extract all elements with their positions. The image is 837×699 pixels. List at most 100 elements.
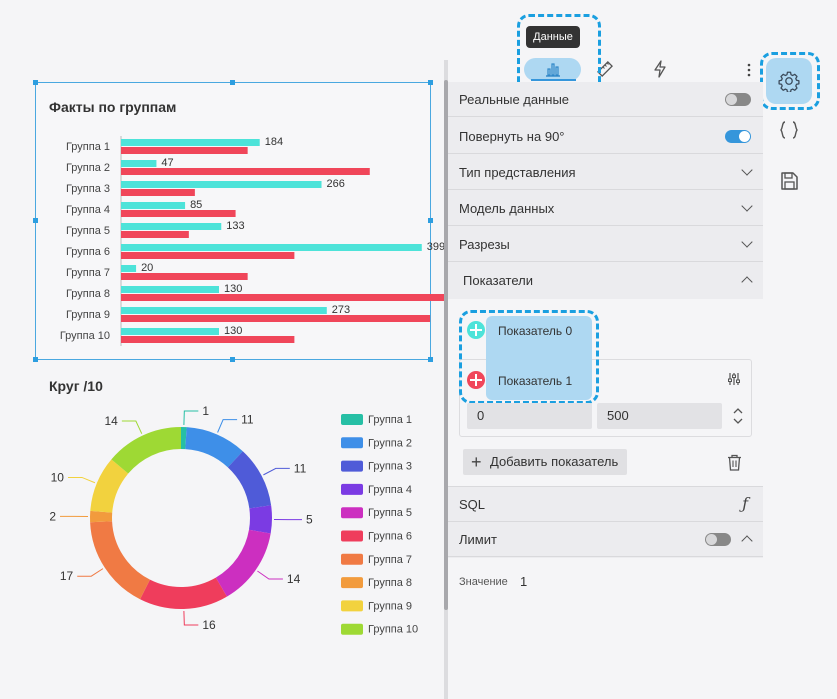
- real-data-toggle[interactable]: [725, 93, 751, 106]
- sql-row[interactable]: SQL ƒ: [448, 486, 763, 522]
- legend-swatch: [341, 530, 363, 542]
- bar-series-0: [121, 307, 327, 314]
- metric-0-color-icon[interactable]: [467, 321, 485, 339]
- resize-handle-br[interactable]: [428, 357, 433, 362]
- bar-series-0: [121, 244, 422, 251]
- chevron-down-icon: [741, 164, 753, 176]
- bar-series-0: [121, 202, 186, 209]
- rotate-row: Повернуть на 90°: [448, 119, 763, 154]
- trash-icon[interactable]: [727, 454, 742, 471]
- view-type-label: Тип представления: [459, 165, 576, 180]
- bar-series-1: [121, 147, 248, 154]
- resize-handle-tl[interactable]: [33, 80, 38, 85]
- legend-label: Группа 8: [368, 577, 412, 589]
- save-icon[interactable]: [779, 171, 799, 191]
- donut-value-label: 14: [105, 414, 119, 428]
- legend-swatch: [341, 577, 363, 589]
- highlight-settings: [760, 52, 820, 110]
- donut-value-label: 2: [49, 509, 56, 523]
- bar-value-label: 20: [141, 262, 153, 274]
- donut-chart-title: Круг /10: [49, 378, 103, 394]
- sliders-icon[interactable]: [726, 371, 742, 387]
- rotate-label: Повернуть на 90°: [459, 129, 565, 144]
- range-min-input[interactable]: 0: [467, 403, 592, 429]
- bar-value-label: 130: [224, 283, 242, 295]
- plus-icon: +: [471, 452, 482, 472]
- legend-swatch: [341, 507, 363, 519]
- donut-slice: [227, 451, 272, 509]
- bar-series-1: [121, 189, 195, 196]
- donut-value-label: 11: [241, 413, 254, 427]
- resize-handle-ml[interactable]: [33, 218, 38, 223]
- donut-value-label: 5: [306, 513, 313, 527]
- resize-handle-tm[interactable]: [230, 80, 235, 85]
- donut-slice: [111, 427, 182, 474]
- category-label: Группа 7: [66, 267, 110, 279]
- view-type-row[interactable]: Тип представления: [448, 155, 763, 190]
- bar-series-0: [121, 265, 137, 272]
- bar-series-1: [121, 168, 370, 175]
- range-max-input[interactable]: 500: [597, 403, 722, 429]
- donut-leader: [77, 568, 104, 577]
- donut-leader: [183, 610, 199, 626]
- legend-swatch: [341, 460, 363, 472]
- category-label: Группа 3: [66, 183, 110, 195]
- donut-value-label: 14: [287, 572, 301, 586]
- resize-handle-bl[interactable]: [33, 357, 38, 362]
- chevron-down-icon: [741, 200, 753, 212]
- canvas-scrollbar[interactable]: [444, 80, 448, 610]
- donut-leader: [121, 420, 143, 434]
- category-label: Группа 6: [66, 246, 110, 258]
- bar-value-label: 47: [161, 157, 173, 169]
- category-label: Группа 10: [60, 330, 110, 342]
- metric-0-label[interactable]: Показатель 0: [498, 324, 573, 338]
- code-braces-icon[interactable]: [778, 120, 800, 140]
- resize-handle-tr[interactable]: [428, 80, 433, 85]
- bar-chart-icon[interactable]: [544, 61, 562, 77]
- limit-row[interactable]: Лимит: [448, 522, 763, 557]
- tab-tooltip: Данные: [526, 26, 580, 48]
- bar-value-label: 85: [190, 199, 202, 211]
- limit-label: Лимит: [459, 532, 497, 547]
- metric-1-color-icon[interactable]: [467, 371, 485, 389]
- donut-leader: [183, 410, 199, 426]
- slices-row[interactable]: Разрезы: [448, 227, 763, 262]
- chevron-up-icon: [741, 535, 753, 547]
- gear-icon[interactable]: [778, 70, 800, 92]
- data-model-row[interactable]: Модель данных: [448, 191, 763, 226]
- tab-data-underline: [531, 79, 576, 81]
- data-model-label: Модель данных: [459, 201, 555, 216]
- legend-swatch: [341, 483, 363, 495]
- bar-series-0: [121, 139, 260, 146]
- add-metric-button[interactable]: + Добавить показатель: [463, 449, 627, 475]
- stepper-icon[interactable]: [732, 406, 744, 426]
- function-icon[interactable]: ƒ: [742, 494, 748, 513]
- limit-value-label: Значение: [459, 576, 508, 588]
- bar-series-0: [121, 160, 157, 167]
- bar-value-label: 266: [327, 178, 345, 190]
- bar-series-1: [121, 336, 295, 343]
- donut-slice: [184, 427, 243, 468]
- donut-leader: [263, 467, 290, 476]
- donut-slice: [248, 505, 272, 534]
- bar-series-0: [121, 328, 219, 335]
- bar-value-label: 184: [265, 136, 283, 148]
- chevron-down-icon: [741, 236, 753, 248]
- legend-swatch: [341, 623, 363, 635]
- bar-series-1: [121, 231, 189, 238]
- legend-label: Группа 3: [368, 461, 412, 473]
- limit-body: [448, 558, 763, 699]
- legend-swatch: [341, 600, 363, 612]
- limit-toggle[interactable]: [705, 533, 731, 546]
- lightning-icon[interactable]: [652, 60, 668, 78]
- limit-value[interactable]: 1: [520, 574, 528, 589]
- more-vertical-icon[interactable]: [745, 62, 753, 78]
- metrics-row[interactable]: Показатели: [448, 263, 763, 298]
- legend-label: Группа 1: [368, 414, 412, 426]
- metric-1-label[interactable]: Показатель 1: [498, 374, 573, 388]
- bar-series-1: [121, 294, 444, 301]
- rotate-toggle[interactable]: [725, 130, 751, 143]
- resize-handle-bm[interactable]: [230, 357, 235, 362]
- bar-series-0: [121, 181, 322, 188]
- resize-handle-mr[interactable]: [428, 218, 433, 223]
